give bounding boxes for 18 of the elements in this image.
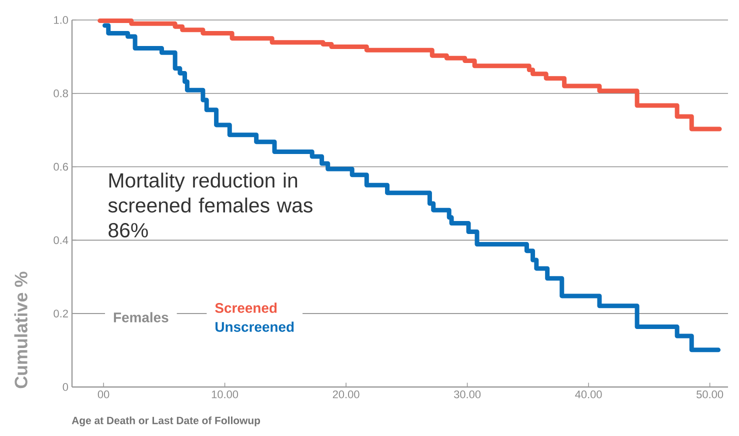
- x-tick-label: 10.00: [212, 390, 238, 398]
- x-tick-label: 40.00: [575, 390, 602, 398]
- y-tick-label: 0.8: [54, 90, 68, 98]
- text: Screened: [215, 302, 277, 313]
- text: Unscreened: [216, 322, 294, 332]
- y-tick-label: 0: [62, 383, 68, 391]
- x-tick-label: 30.00: [454, 390, 481, 398]
- y-tick-label: 0.4: [54, 236, 68, 244]
- y-axis-title: Cumulative %: [14, 272, 28, 388]
- legend-title: Females: [114, 312, 168, 322]
- y-tick-label: 0.2: [54, 310, 68, 318]
- y-tick-label: 0.6: [54, 162, 68, 171]
- x-tick-label: 00: [98, 390, 110, 398]
- x-tick-label: 20.00: [332, 390, 360, 398]
- annotation: Mortality reduction in screened females was 86%: [108, 172, 312, 238]
- x-tick-label: 50.00: [696, 390, 724, 398]
- y-tick-label: 1.0: [54, 16, 68, 24]
- x-axis-title: Age at Death or Last Date of Followup: [72, 416, 260, 426]
